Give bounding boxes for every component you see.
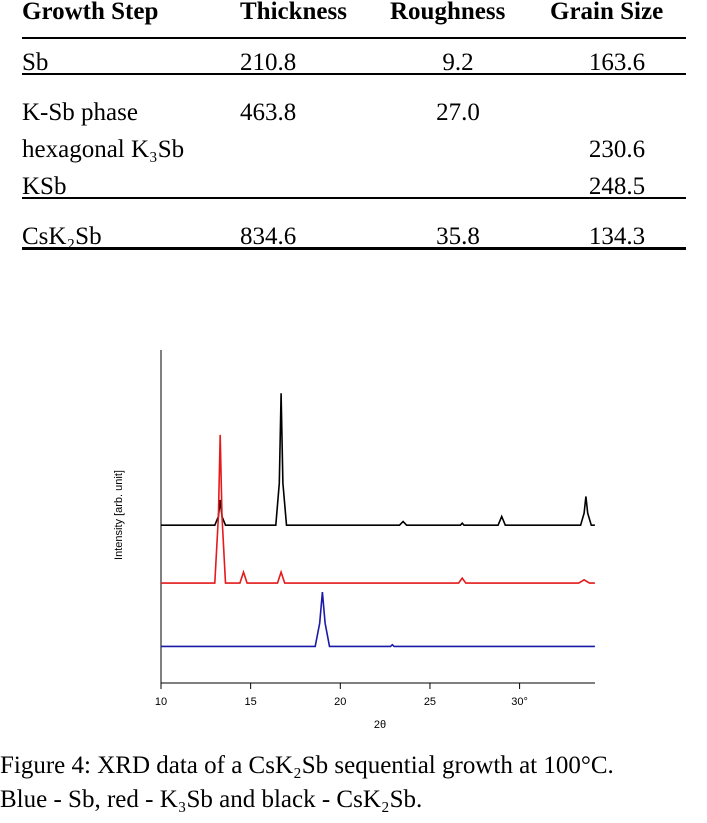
- caption-line: Figure 4: XRD data of a CsK₂Sb sequentia…: [0, 752, 614, 779]
- header-cell: Grain Size: [550, 0, 664, 25]
- table-cell: 35.8: [436, 223, 480, 250]
- table-cell: CsK₂Sb: [22, 223, 102, 250]
- header-cell: Roughness: [390, 0, 506, 25]
- table-cell: 27.0: [436, 99, 480, 126]
- rule: [22, 247, 686, 250]
- table-cell: 463.8: [240, 99, 297, 126]
- table-cell: 248.5: [588, 173, 646, 200]
- x-tick-label: 25: [424, 696, 436, 708]
- x-axis-label: 2θ: [374, 719, 386, 731]
- line-series: [161, 393, 595, 526]
- line-series: [161, 592, 595, 648]
- caption-line: Blue - Sb, red - K₃Sb and black - CsK₂Sb…: [0, 786, 423, 813]
- table-cell: Sb: [22, 49, 49, 76]
- table-cell: 210.8: [240, 49, 297, 76]
- rule: [22, 73, 686, 75]
- table-cell: K-Sb phase: [22, 99, 138, 126]
- line-series: [161, 434, 595, 584]
- chart: Intensity [arb. unit] 2θ 10 15 20 25 30°: [113, 350, 595, 731]
- table-cell: 834.6: [240, 223, 297, 250]
- table-cell: 163.6: [588, 49, 646, 76]
- y-axis-label: Intensity [arb. unit]: [113, 470, 125, 560]
- x-tick-label: 30°: [511, 696, 528, 708]
- rule: [22, 37, 686, 39]
- table-cell: 134.3: [588, 223, 646, 250]
- header-cell: Growth Step: [22, 0, 159, 25]
- x-tick-label: 10: [155, 696, 167, 708]
- header-cell: Thickness: [240, 0, 347, 25]
- table-cell: hexagonal K₃Sb: [22, 136, 185, 163]
- rule: [22, 197, 686, 199]
- table-cell: KSb: [22, 173, 67, 200]
- table-cell: 230.6: [588, 136, 646, 163]
- x-tick-label: 15: [245, 696, 257, 708]
- x-tick-label: 20: [334, 696, 346, 708]
- table-cell: 9.2: [442, 49, 474, 76]
